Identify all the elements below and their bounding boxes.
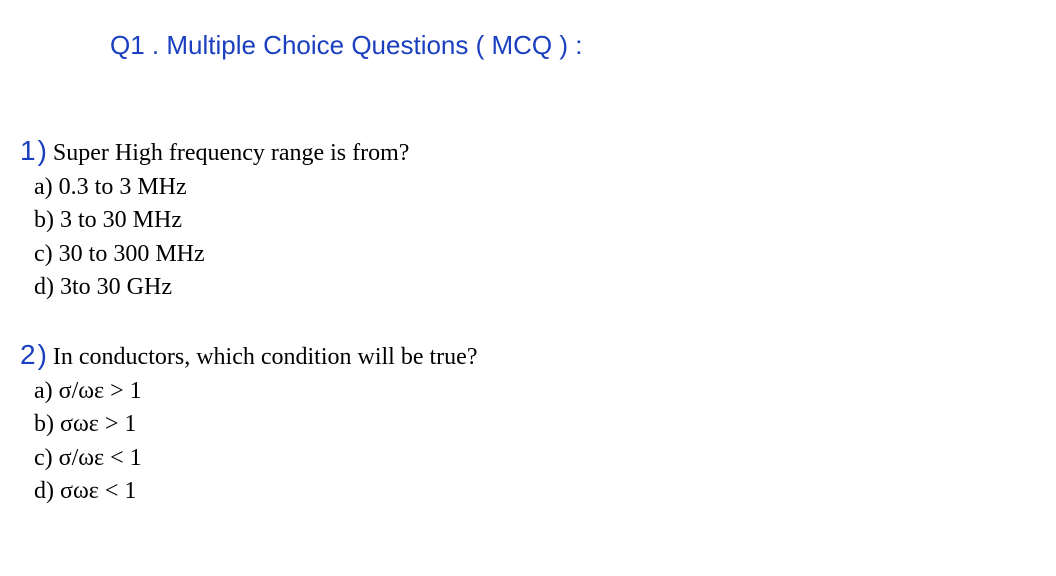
question-2-line: 2) In conductors, which condition will b… — [20, 335, 1036, 375]
question-1-option-a: a) 0.3 to 3 MHz — [34, 171, 1036, 205]
question-1-option-d: d) 3to 30 GHz — [34, 271, 1036, 305]
question-2-text: In conductors, which condition will be t… — [53, 344, 478, 370]
option-label: d) — [34, 478, 54, 504]
question-1-line: 1) Super High frequency range is from? — [20, 131, 1036, 171]
question-1-number: 1 — [20, 135, 36, 166]
option-label: c) — [34, 445, 53, 471]
question-2-block: 2) In conductors, which condition will b… — [20, 335, 1036, 509]
question-2-number: 2 — [20, 339, 36, 370]
option-label: b) — [34, 411, 54, 437]
question-2-option-d: d) σωε < 1 — [34, 475, 1036, 509]
section-heading: Q1 . Multiple Choice Questions ( MCQ ) : — [110, 30, 1036, 61]
question-1-text: Super High frequency range is from? — [53, 140, 410, 166]
option-text: σ/ωε > 1 — [59, 378, 142, 404]
question-2-option-a: a) σ/ωε > 1 — [34, 375, 1036, 409]
question-2-option-b: b) σωε > 1 — [34, 408, 1036, 442]
question-1-block: 1) Super High frequency range is from? a… — [20, 131, 1036, 305]
option-text: σωε < 1 — [60, 478, 136, 504]
option-text: 3 to 30 MHz — [60, 207, 182, 233]
option-text: 30 to 300 MHz — [59, 241, 205, 267]
option-text: σωε > 1 — [60, 411, 136, 437]
question-1-paren: ) — [38, 135, 47, 166]
option-label: b) — [34, 207, 54, 233]
question-2-paren: ) — [38, 339, 47, 370]
option-text: 3to 30 GHz — [60, 274, 172, 300]
option-text: 0.3 to 3 MHz — [59, 174, 187, 200]
option-text: σ/ωε < 1 — [59, 445, 142, 471]
question-1-option-b: b) 3 to 30 MHz — [34, 204, 1036, 238]
question-1-option-c: c) 30 to 300 MHz — [34, 238, 1036, 272]
question-2-option-c: c) σ/ωε < 1 — [34, 442, 1036, 476]
option-label: a) — [34, 174, 53, 200]
option-label: d) — [34, 274, 54, 300]
option-label: c) — [34, 241, 53, 267]
option-label: a) — [34, 378, 53, 404]
